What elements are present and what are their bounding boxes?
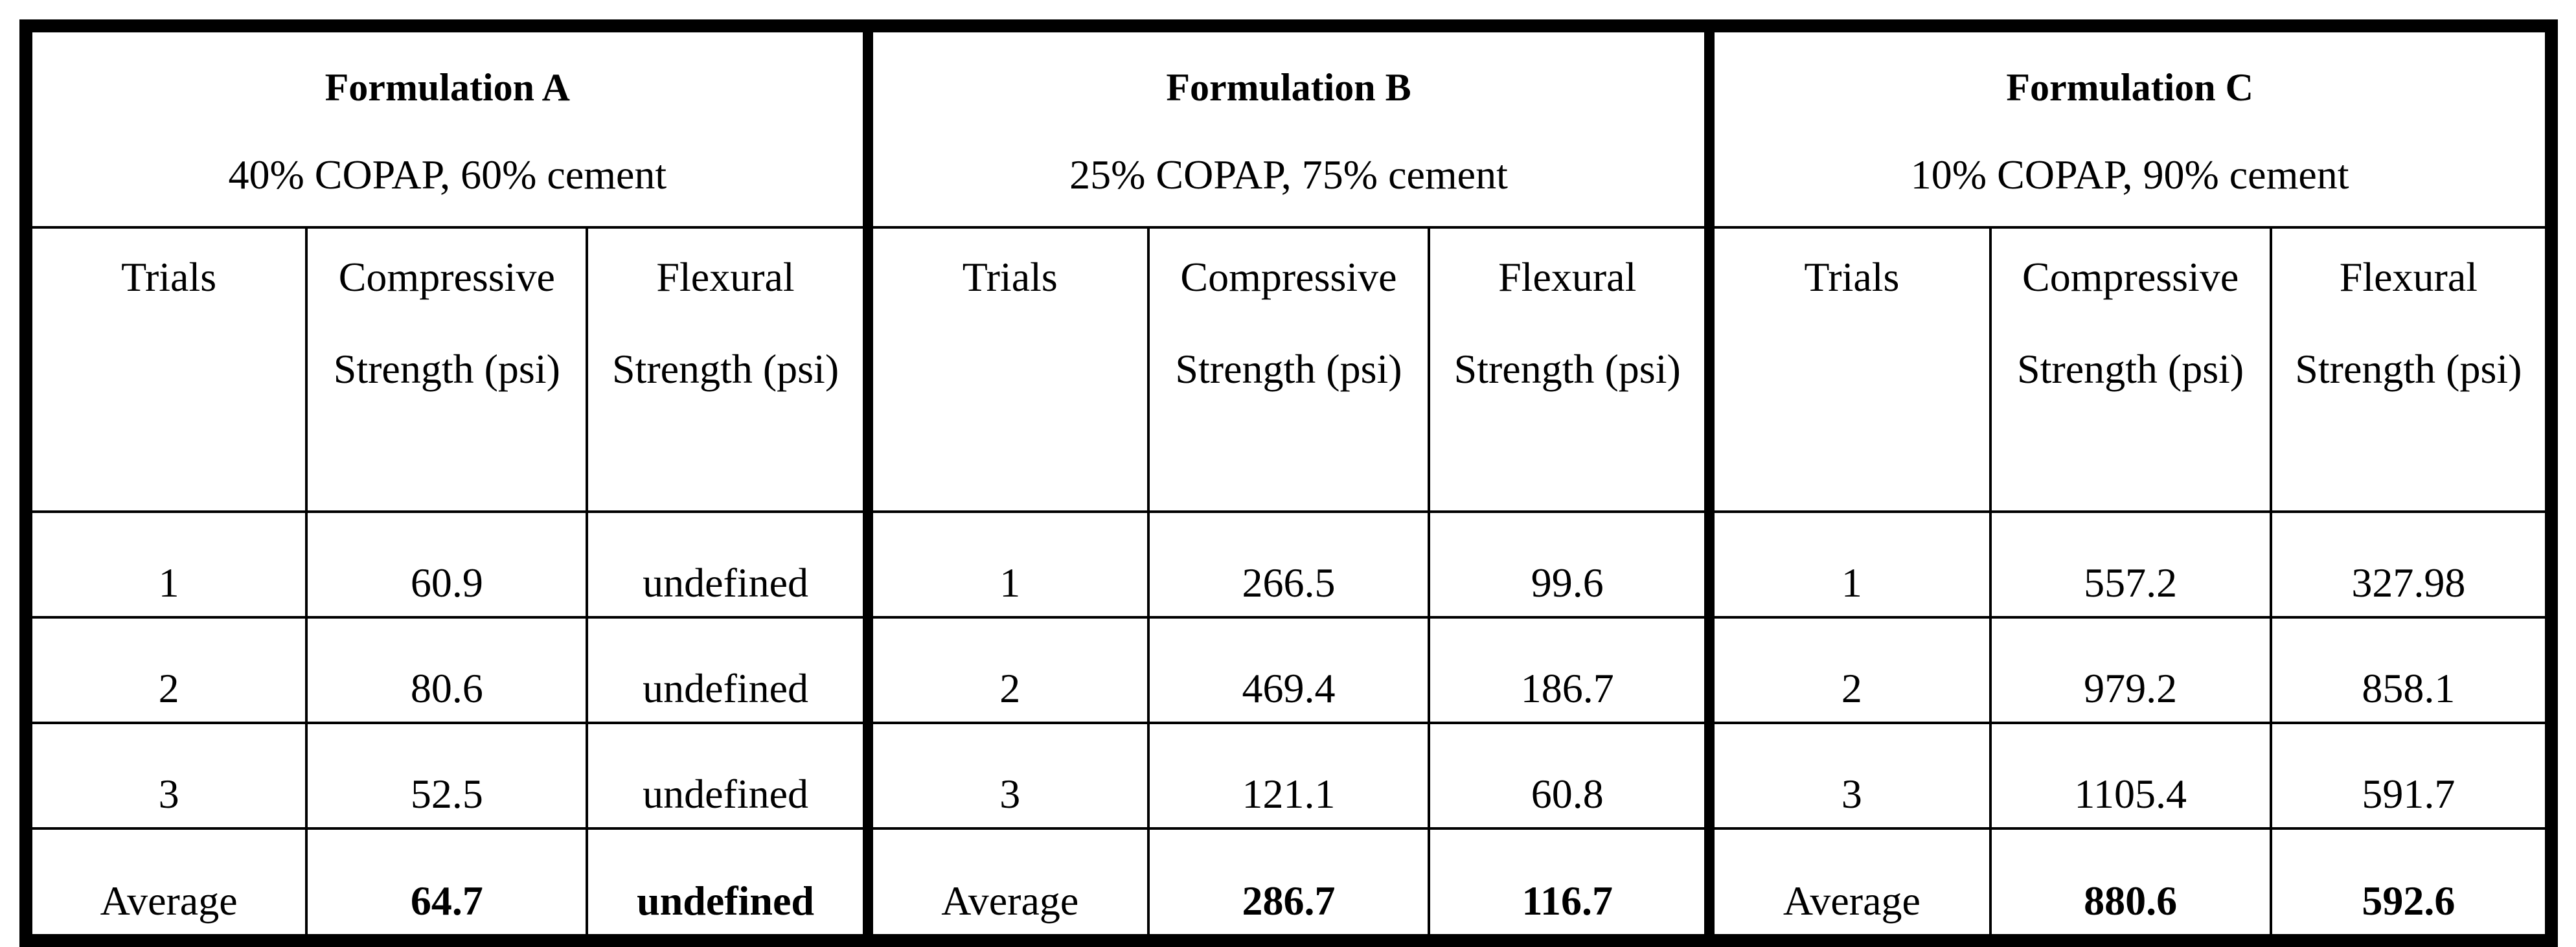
data-cell: 60.9 (305, 510, 589, 619)
data-cell: 60.8 (1428, 722, 1711, 830)
data-cell: 1 (24, 510, 308, 619)
data-cell: 1 (1704, 510, 1992, 619)
data-cell: 99.6 (1428, 510, 1711, 619)
column-header: Flexural Strength (psi) (2269, 226, 2553, 513)
group-title: Formulation C (2006, 65, 2253, 109)
column-header: Compressive Strength (psi) (1989, 226, 2272, 513)
column-header: Trials (24, 226, 308, 513)
average-cell: Average (1704, 827, 1992, 942)
data-cell: 1 (862, 510, 1150, 619)
column-header: Trials (1704, 226, 1992, 513)
group-header-cell: Formulation B 25% COPAP, 75% cement (862, 25, 1711, 229)
group-subtitle: 40% COPAP, 60% cement (228, 151, 667, 198)
average-cell: 286.7 (1146, 827, 1431, 942)
data-cell: 186.7 (1428, 616, 1711, 724)
data-cell: 557.2 (1989, 510, 2272, 619)
group-title: Formulation A (325, 65, 570, 109)
data-cell: 1105.4 (1989, 722, 2272, 830)
average-cell: Average (24, 827, 308, 942)
column-header: Compressive Strength (psi) (1146, 226, 1431, 513)
data-row: 2 80.6 undefined 2 469.4 186.7 2 979.2 858.1 (24, 616, 2553, 724)
data-cell: 327.98 (2269, 510, 2553, 619)
data-row: 1 60.9 undefined 1 266.5 99.6 1 557.2 327.98 (24, 510, 2553, 619)
data-cell: 2 (1704, 616, 1992, 724)
data-row: 3 52.5 undefined 3 121.1 60.8 3 1105.4 591.7 (24, 722, 2553, 830)
data-cell: undefined (586, 722, 869, 830)
data-cell: 979.2 (1989, 616, 2272, 724)
data-cell: 80.6 (305, 616, 589, 724)
data-cell: 121.1 (1146, 722, 1431, 830)
group-header-cell: Formulation C 10% COPAP, 90% cement (1704, 25, 2553, 229)
page: Formulation A 40% COPAP, 60% cement Formul… (19, 19, 2558, 947)
data-cell: undefined (586, 510, 869, 619)
average-cell: undefined (586, 827, 869, 942)
data-cell: 2 (24, 616, 308, 724)
column-header: Flexural Strength (psi) (1428, 226, 1711, 513)
data-cell: 266.5 (1146, 510, 1431, 619)
data-cell: undefined (586, 616, 869, 724)
data-cell: 3 (24, 722, 308, 830)
average-row: Average 64.7 undefined Average 286.7 116.7 Ave… (24, 827, 2553, 942)
average-cell: Average (862, 827, 1150, 942)
group-header-cell: Formulation A 40% COPAP, 60% cement (25, 25, 869, 229)
average-cell: 880.6 (1989, 827, 2272, 942)
head-row: Trials Compressive Strength (psi) Flexural… (24, 226, 2553, 513)
results-table: Formulation A 40% COPAP, 60% cement Formul… (19, 19, 2558, 947)
group-subtitle: 25% COPAP, 75% cement (1069, 151, 1508, 198)
data-cell: 52.5 (305, 722, 589, 830)
data-cell: 3 (862, 722, 1150, 830)
data-cell: 591.7 (2269, 722, 2553, 830)
data-cell: 2 (862, 616, 1150, 724)
title-row: Formulation A 40% COPAP, 60% cement Formul… (25, 25, 2553, 229)
group-subtitle: 10% COPAP, 90% cement (1910, 151, 2349, 198)
data-cell: 469.4 (1146, 616, 1431, 724)
average-cell: 64.7 (305, 827, 589, 942)
average-cell: 592.6 (2269, 827, 2553, 942)
column-header: Trials (862, 226, 1150, 513)
table-body: Formulation A 40% COPAP, 60% cement Formul… (24, 25, 2553, 942)
column-header: Compressive Strength (psi) (305, 226, 589, 513)
column-header: Flexural Strength (psi) (586, 226, 869, 513)
group-title: Formulation B (1166, 65, 1411, 109)
data-cell: 858.1 (2269, 616, 2553, 724)
data-cell: 3 (1704, 722, 1992, 830)
average-cell: 116.7 (1428, 827, 1711, 942)
